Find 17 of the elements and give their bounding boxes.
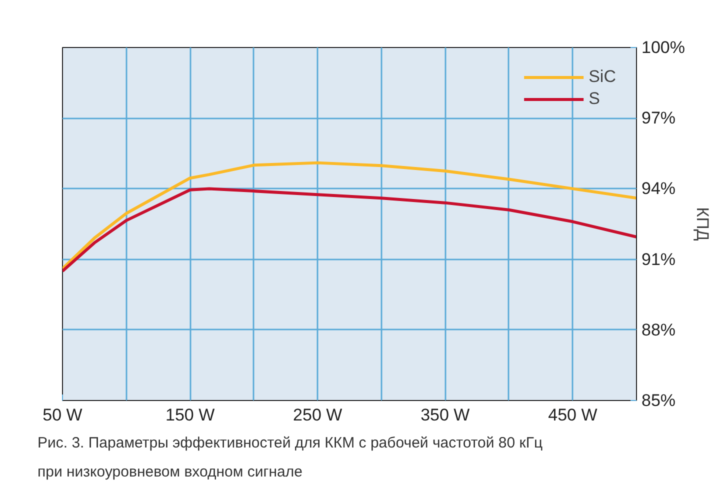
x-tick-label: 50 W [42,406,82,424]
legend-label: SiC [588,67,616,87]
line-series [62,161,636,270]
legend-label: S [588,89,601,109]
y-tick-label: 85% [642,391,676,410]
x-tick-label: 250 W [293,406,342,424]
y-tick-label: 100% [642,38,685,57]
x-tick-label: 450 W [548,406,598,424]
x-tick-label: 350 W [420,406,470,424]
y-tick-label: 91% [642,250,676,269]
y-tick-label: 88% [642,320,676,340]
y-tick-label: 94% [642,179,676,198]
line-series [62,187,636,273]
x-tick-label: 150 W [165,406,215,424]
text: Рис. 3. Параметры эффективностей для ККМ с рабочей частотой 80 кГц при низкоуровневом входном сигнале [38,434,543,480]
y-axis-title: КПД [692,207,712,242]
y-tick-label: 97% [642,108,676,128]
